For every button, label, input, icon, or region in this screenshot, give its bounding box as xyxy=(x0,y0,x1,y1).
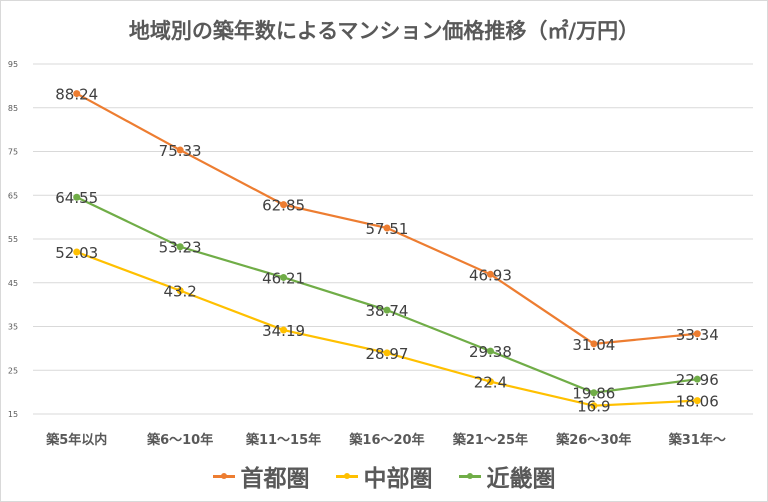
y-tick-label: 45 xyxy=(8,279,18,288)
legend-item: 首都圏 xyxy=(212,459,310,493)
data-point xyxy=(383,306,391,314)
plot-area: 15 25 35 45 55 65 75 85 95 築5年以内 築6〜10年 築11〜15年 築16〜… xyxy=(8,60,753,448)
data-point xyxy=(590,389,598,397)
y-tick-label: 95 xyxy=(8,60,18,69)
x-tick-label: 築5年以内 xyxy=(45,432,107,448)
data-label: 64.55 xyxy=(55,189,98,207)
x-tick-label: 築6〜10年 xyxy=(146,432,213,448)
data-label: 38.74 xyxy=(366,302,409,320)
chart-title: 地域別の築年数によるマンション価格推移（㎡/万円） xyxy=(128,19,640,43)
legend-item: 中部圏 xyxy=(335,459,433,493)
data-label: 46.93 xyxy=(469,266,512,284)
x-tick-label: 築16〜20年 xyxy=(348,432,424,448)
data-label: 22.4 xyxy=(474,374,507,392)
y-tick-label: 85 xyxy=(8,104,18,113)
legend-label: 近畿圏 xyxy=(486,466,556,492)
data-point xyxy=(73,248,81,256)
x-tick-label: 築11〜15年 xyxy=(245,432,321,448)
y-tick-label: 15 xyxy=(8,410,18,419)
data-point xyxy=(280,273,288,281)
data-label: 16.9 xyxy=(577,398,610,416)
data-point xyxy=(693,330,701,338)
series-line xyxy=(76,250,698,407)
data-label: 19.86 xyxy=(572,385,615,403)
data-point xyxy=(486,347,494,355)
data-label: 29.38 xyxy=(469,343,512,361)
legend-item: 近畿圏 xyxy=(458,459,556,493)
data-label: 18.06 xyxy=(676,393,719,411)
data-point xyxy=(383,349,391,357)
data-label: 34.19 xyxy=(262,322,305,340)
legend-label: 中部圏 xyxy=(363,466,433,492)
data-label: 62.85 xyxy=(262,197,305,215)
legend-label: 首都圏 xyxy=(240,466,310,492)
data-label: 22.96 xyxy=(676,371,719,389)
y-tick-label: 35 xyxy=(8,323,18,332)
data-point xyxy=(280,201,288,209)
x-tick-label: 築26〜30年 xyxy=(555,432,631,448)
y-tick-label: 65 xyxy=(8,191,18,200)
data-point xyxy=(73,193,81,201)
data-point xyxy=(73,90,81,98)
legend-swatch xyxy=(212,472,235,479)
legend-swatch xyxy=(335,472,358,479)
data-point xyxy=(176,146,184,154)
data-point xyxy=(486,270,494,278)
legend: 首都圏 中部圏 近畿圏 xyxy=(1,459,767,493)
data-label: 28.97 xyxy=(366,345,409,363)
data-label: 46.21 xyxy=(262,269,305,287)
data-point xyxy=(280,326,288,334)
data-label: 33.34 xyxy=(676,326,719,344)
data-point xyxy=(590,340,598,348)
data-label: 43.2 xyxy=(163,283,196,301)
data-label: 75.33 xyxy=(159,142,202,160)
data-label: 57.51 xyxy=(366,220,409,238)
data-point xyxy=(383,224,391,232)
y-tick-label: 25 xyxy=(8,366,18,375)
data-label: 53.23 xyxy=(159,239,202,257)
data-label: 88.24 xyxy=(55,86,98,104)
y-tick-label: 75 xyxy=(8,148,18,157)
data-point xyxy=(590,402,598,410)
y-tick-label: 55 xyxy=(8,235,18,244)
data-point xyxy=(693,375,701,383)
x-tick-label: 築21〜25年 xyxy=(452,432,528,448)
legend-swatch xyxy=(458,472,481,479)
data-point xyxy=(176,287,184,295)
data-point xyxy=(693,397,701,405)
data-label: 31.04 xyxy=(572,336,615,354)
data-label: 52.03 xyxy=(55,244,98,262)
x-tick-label: 築31年〜 xyxy=(668,432,726,448)
data-point xyxy=(486,378,494,386)
data-point xyxy=(176,243,184,251)
